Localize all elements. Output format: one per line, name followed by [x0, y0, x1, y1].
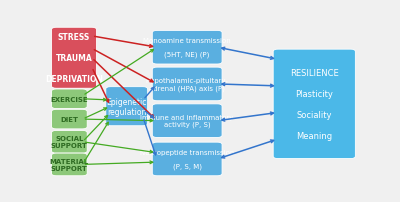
Text: STRESS

TRAUMA

DEPRIVATION: STRESS TRAUMA DEPRIVATION [45, 33, 103, 84]
FancyBboxPatch shape [152, 104, 222, 138]
FancyBboxPatch shape [52, 28, 96, 89]
FancyBboxPatch shape [52, 131, 87, 153]
Text: RESILIENCE

Plasticity

Sociality

Meaning: RESILIENCE Plasticity Sociality Meaning [290, 69, 339, 140]
Text: DIET: DIET [60, 117, 78, 122]
FancyBboxPatch shape [152, 68, 222, 101]
FancyBboxPatch shape [273, 50, 355, 159]
FancyBboxPatch shape [52, 153, 87, 176]
FancyBboxPatch shape [152, 142, 222, 176]
Text: Immune and inflammatory
activity (P, S): Immune and inflammatory activity (P, S) [140, 114, 234, 128]
FancyBboxPatch shape [52, 110, 87, 129]
FancyBboxPatch shape [52, 89, 87, 109]
Text: Neuropeptide transmission

(P, S, M): Neuropeptide transmission (P, S, M) [140, 149, 234, 169]
Text: Epigenetic
regulation: Epigenetic regulation [106, 97, 147, 116]
Text: Hypothalamic-pituitary-
adrenal (HPA) axis (P): Hypothalamic-pituitary- adrenal (HPA) ax… [146, 78, 229, 91]
Text: EXERCISE: EXERCISE [50, 96, 88, 102]
Text: Monoamine transmission

(5HT, NE) (P): Monoamine transmission (5HT, NE) (P) [143, 38, 231, 58]
FancyBboxPatch shape [106, 87, 148, 126]
Text: SOCIAL
SUPPORT: SOCIAL SUPPORT [51, 136, 88, 148]
FancyBboxPatch shape [152, 31, 222, 65]
Text: MATERIAL
SUPPORT: MATERIAL SUPPORT [50, 158, 89, 171]
